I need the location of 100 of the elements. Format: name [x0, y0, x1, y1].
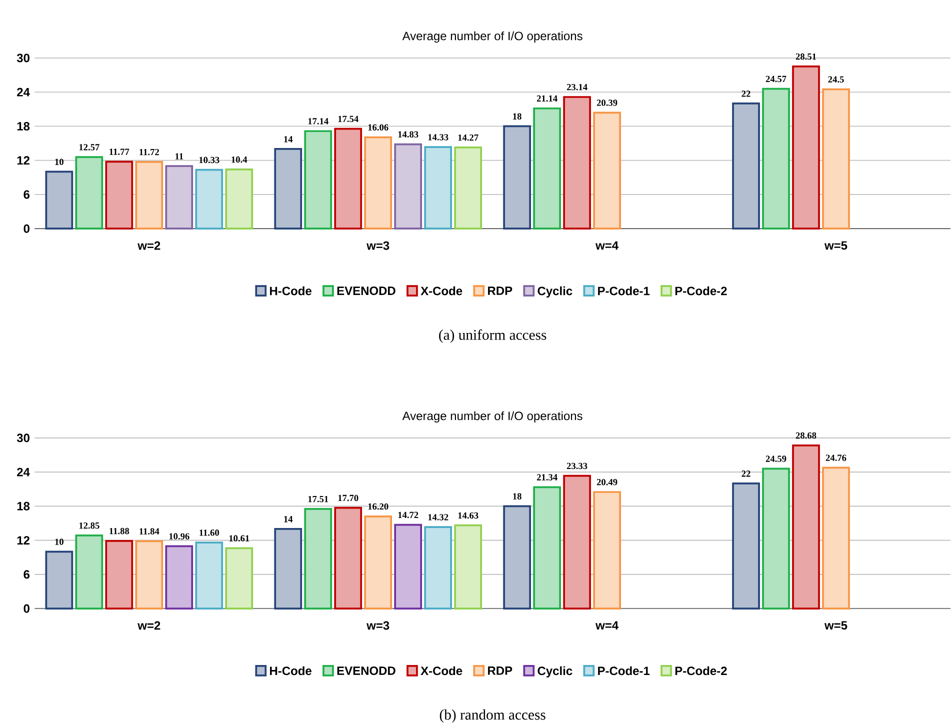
y-tick-label: 6 — [24, 190, 30, 199]
y-tick-label: 0 — [24, 604, 30, 613]
legend-label: X-Code — [420, 286, 462, 296]
data-label: 17.51 — [308, 496, 328, 502]
bar — [454, 524, 482, 610]
bar — [304, 130, 332, 230]
x-tick-label: w=2 — [138, 621, 160, 630]
data-label: 17.54 — [338, 116, 358, 122]
legend-label: P-Code-2 — [675, 666, 727, 676]
bar — [732, 102, 760, 230]
data-label: 22 — [742, 90, 750, 97]
data-label: 24.5 — [828, 76, 844, 82]
data-label: 11.60 — [200, 529, 220, 536]
legend-label: EVENODD — [337, 666, 396, 675]
data-label: 16.20 — [368, 503, 388, 510]
chart-title: Average number of I/O operations — [402, 31, 582, 43]
bar — [503, 505, 531, 610]
data-label: 11.77 — [110, 148, 130, 155]
data-label: 21.14 — [536, 95, 558, 102]
data-label: 23.14 — [566, 84, 588, 90]
legend-label: RDP — [488, 286, 512, 295]
x-tick-label: w=2 — [138, 241, 160, 250]
data-label: 24.76 — [826, 454, 846, 461]
y-tick-label: 18 — [17, 502, 30, 510]
data-label: 20.39 — [596, 100, 618, 106]
bar — [195, 542, 224, 610]
data-label: 10.61 — [229, 535, 250, 542]
legend-label: H-Code — [270, 286, 312, 296]
bar — [762, 468, 790, 610]
y-tick-label: 12 — [17, 536, 30, 544]
bar — [135, 160, 164, 230]
data-label: 23.33 — [566, 462, 588, 470]
bar — [75, 156, 104, 230]
bar — [165, 165, 194, 230]
data-label: 18 — [513, 493, 522, 500]
data-label: 18 — [513, 113, 522, 120]
bar — [593, 112, 621, 230]
data-label: 12.85 — [79, 522, 100, 529]
bar — [762, 88, 790, 230]
data-label: 24.59 — [766, 456, 786, 462]
data-label: 28.68 — [796, 432, 816, 439]
x-tick-label: w=4 — [596, 241, 618, 250]
bar — [274, 528, 302, 610]
data-label: 14 — [284, 136, 293, 142]
bar — [503, 125, 531, 230]
data-label: 10.96 — [169, 533, 190, 540]
data-label: 28.51 — [796, 53, 816, 60]
text: (b) random access — [440, 709, 546, 723]
legend-label: RDP — [488, 666, 512, 675]
bar — [533, 486, 561, 610]
bar — [822, 88, 850, 230]
data-label: 11.88 — [110, 528, 130, 534]
legend-label: Cyclic — [538, 286, 572, 298]
bar — [454, 146, 482, 230]
data-label: 10.4 — [232, 156, 248, 163]
y-tick-label: 0 — [24, 224, 30, 233]
y-tick-label: 24 — [17, 88, 30, 96]
bar — [394, 143, 422, 230]
y-tick-label: 24 — [17, 468, 30, 476]
y-tick-label: 30 — [16, 434, 30, 442]
data-label: 11.84 — [140, 528, 160, 534]
bar — [105, 540, 134, 610]
data-label: 20.49 — [596, 478, 618, 486]
bar — [45, 550, 74, 610]
legend-label: P-Code-1 — [598, 286, 650, 296]
data-label: 14.63 — [458, 512, 478, 519]
data-label: 14.72 — [398, 512, 418, 518]
data-label: 11.72 — [140, 148, 159, 156]
bar — [563, 474, 591, 610]
bar — [394, 524, 422, 610]
legend-label: H-Code — [270, 666, 312, 676]
legend-label: P-Code-1 — [598, 666, 650, 676]
bar — [424, 146, 452, 230]
bar — [364, 136, 392, 230]
data-label: 10 — [55, 158, 64, 165]
bar — [593, 490, 621, 610]
bar — [274, 148, 302, 230]
bar — [195, 168, 224, 230]
chart-title: Average number of I/O operations — [402, 411, 582, 422]
y-tick-label: 12 — [17, 156, 30, 164]
data-label: 22 — [742, 470, 750, 477]
text: (a) uniform access — [439, 329, 546, 343]
bar — [792, 65, 820, 230]
bar — [225, 547, 254, 610]
bar — [45, 170, 74, 230]
bar — [792, 444, 820, 610]
y-tick-label: 18 — [17, 122, 30, 130]
bar — [304, 508, 332, 610]
data-label: 24.57 — [766, 76, 786, 82]
data-label: 14 — [284, 516, 293, 522]
bar — [225, 168, 254, 230]
data-label: 21.34 — [536, 474, 558, 480]
y-tick-label: 6 — [24, 570, 30, 579]
bar — [135, 540, 164, 610]
legend-label: EVENODD — [337, 286, 396, 295]
x-tick-label: w=5 — [824, 241, 848, 250]
bar — [165, 545, 194, 610]
data-label: 14.33 — [428, 134, 448, 140]
legend-label: Cyclic — [538, 666, 572, 678]
bar — [732, 482, 760, 610]
